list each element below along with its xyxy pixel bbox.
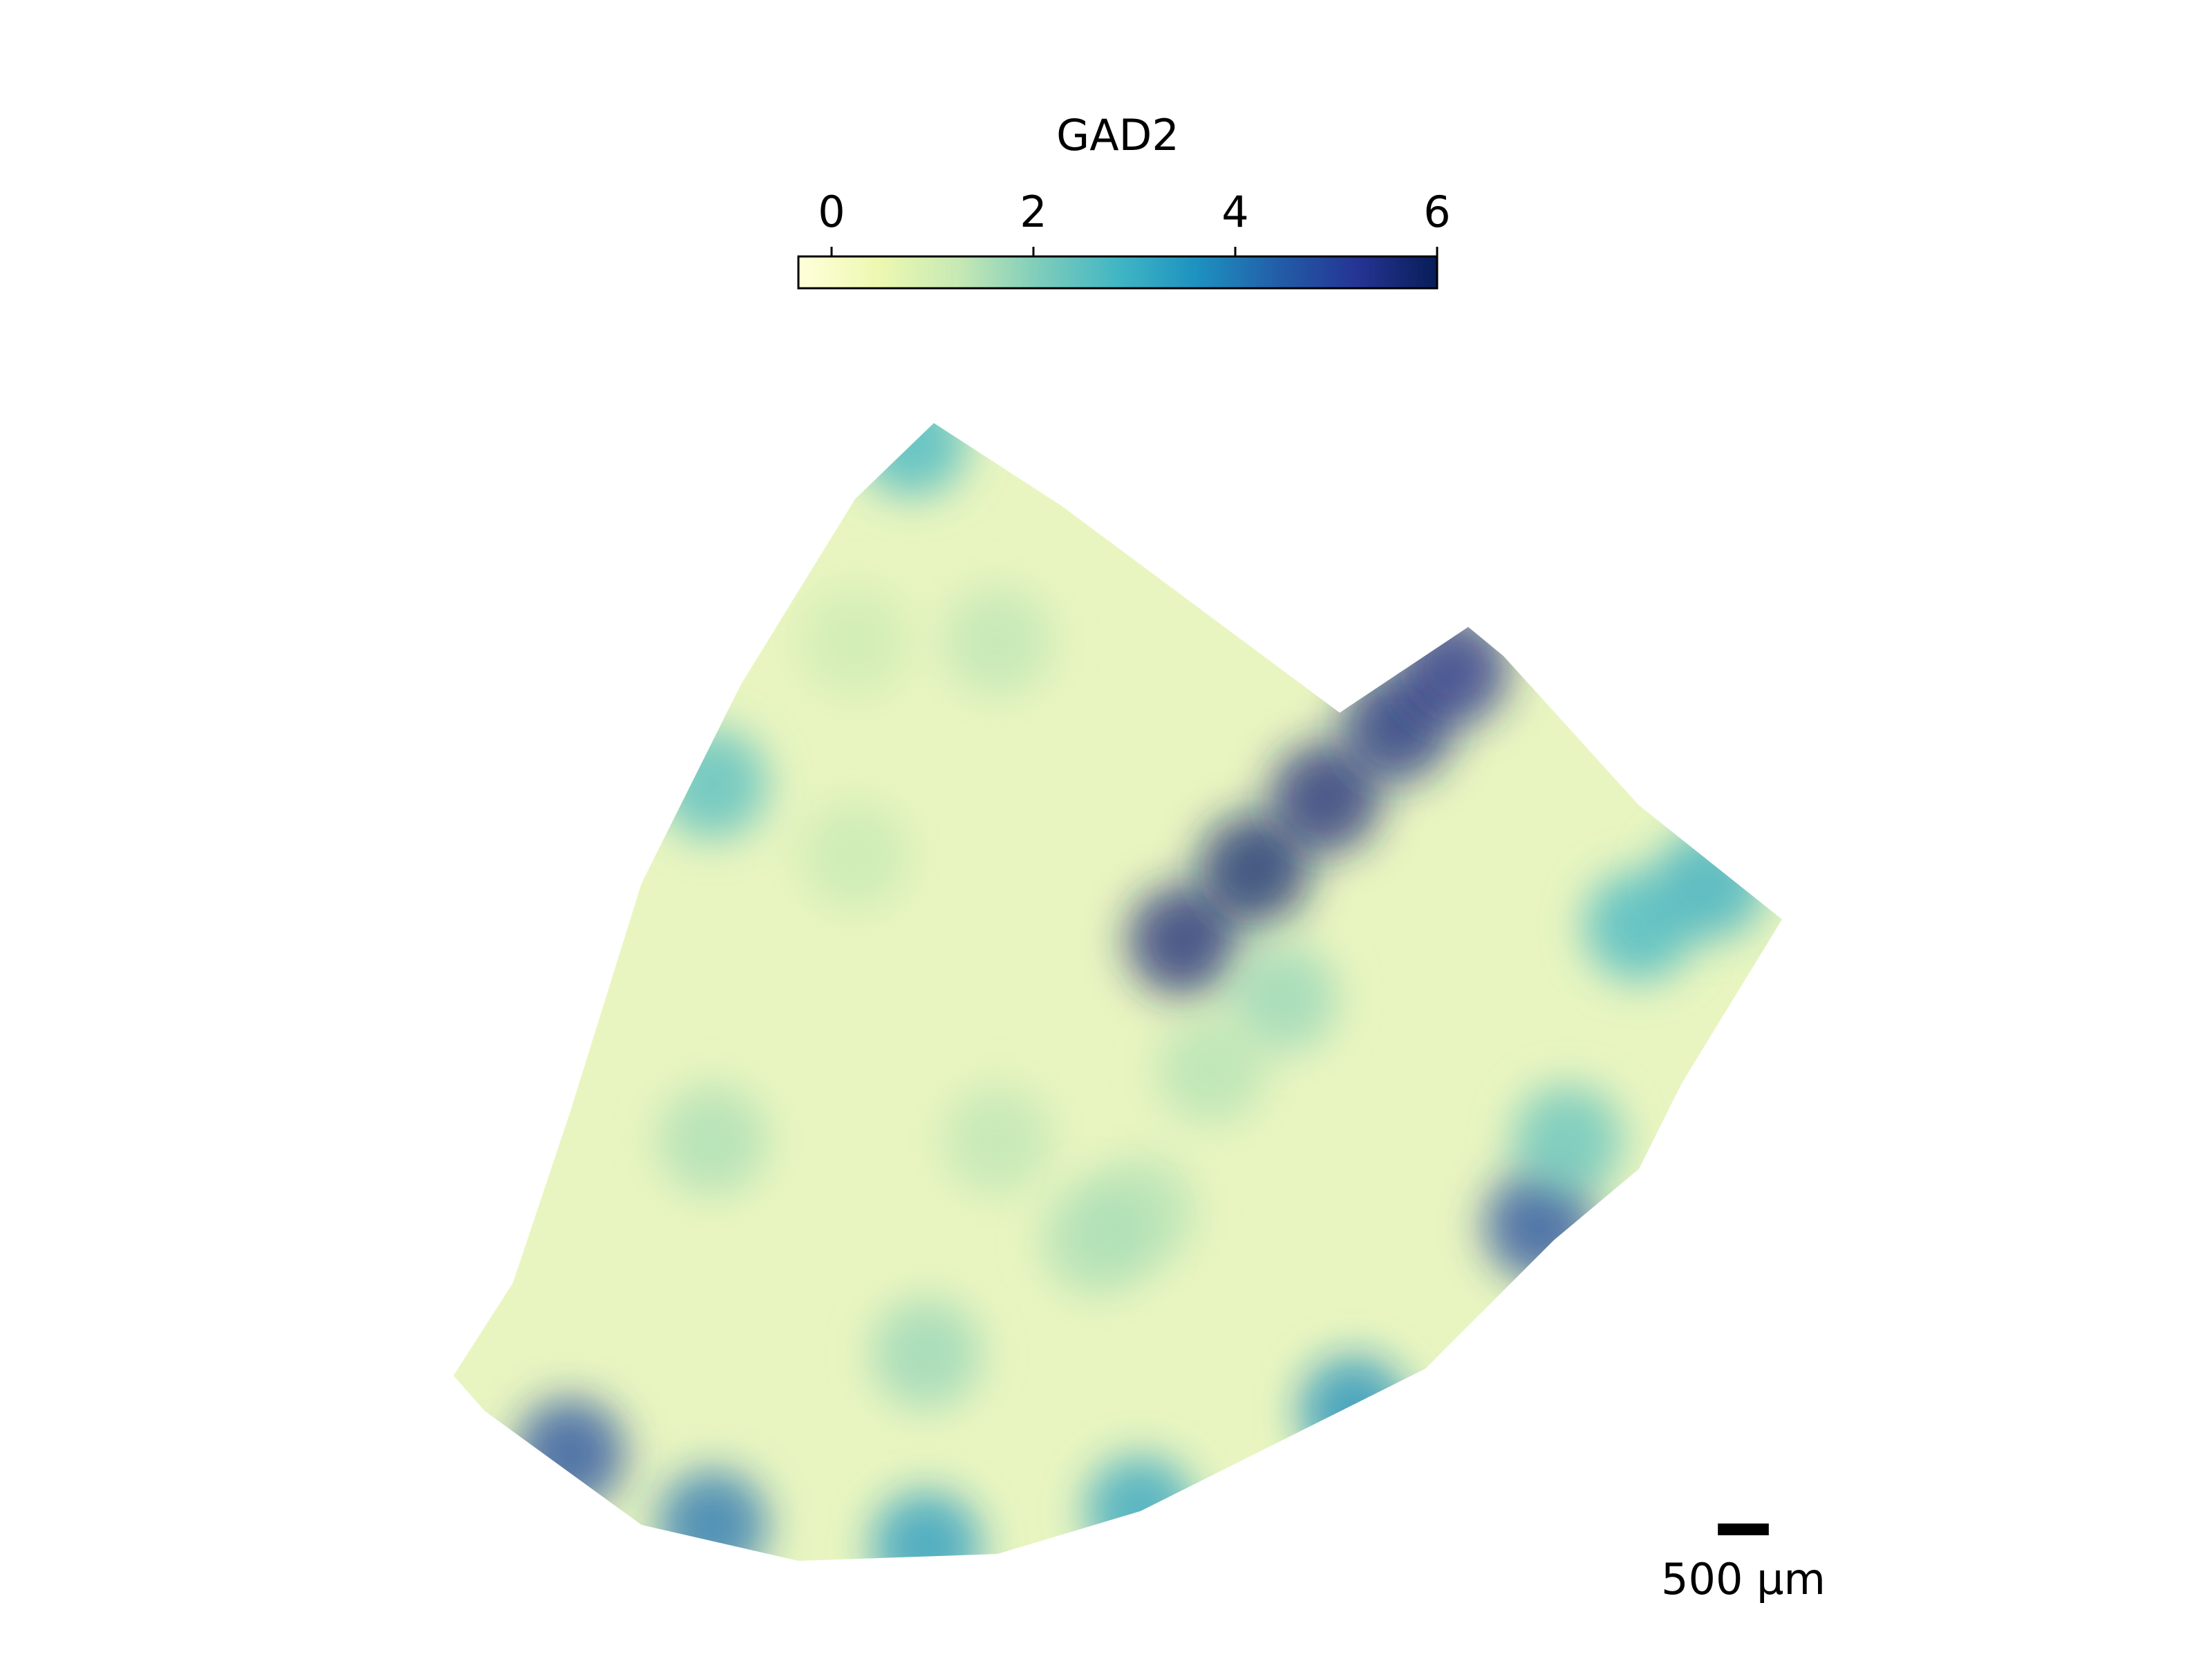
colorbar-ticks: 0 2 4 6	[818, 187, 1451, 256]
expression-spot	[1085, 1455, 1196, 1561]
expression-spot	[800, 585, 911, 697]
expression-spot	[1227, 942, 1338, 1053]
expression-spot	[800, 800, 911, 911]
scale-bar-label: 500 µm	[1661, 1554, 1826, 1604]
expression-spot	[942, 585, 1053, 697]
colorbar-tick-label: 2	[1020, 187, 1047, 237]
expression-spot	[657, 1085, 768, 1196]
expression-spot	[657, 1470, 768, 1561]
expression-spot	[1199, 814, 1310, 925]
expression-spot	[1127, 885, 1239, 996]
colorbar-label: GAD2	[1056, 110, 1179, 160]
expression-spot	[871, 1298, 982, 1409]
expression-spot	[657, 729, 768, 840]
expression-spot	[1042, 1184, 1153, 1295]
scale-bar	[1718, 1524, 1769, 1535]
expression-spot	[514, 1398, 626, 1510]
expression-spot	[856, 423, 968, 498]
colorbar-tick-label: 6	[1423, 187, 1450, 237]
tissue	[453, 423, 1782, 1561]
expression-spot	[1398, 615, 1510, 726]
colorbar-tick-label: 0	[818, 187, 845, 237]
expression-spot	[1655, 828, 1766, 939]
colorbar	[797, 255, 1438, 290]
expression-spot	[1512, 1085, 1624, 1196]
expression-spot	[942, 1085, 1053, 1196]
expression-spot	[1298, 1356, 1409, 1467]
expression-spot	[871, 1491, 982, 1561]
expression-spot	[1270, 742, 1381, 854]
expression-spot	[1156, 1013, 1267, 1125]
colorbar-tick-label: 4	[1221, 187, 1248, 237]
